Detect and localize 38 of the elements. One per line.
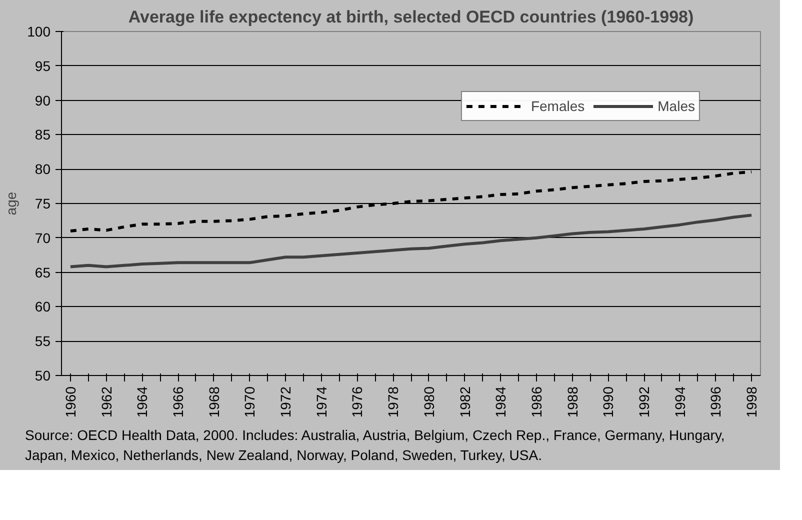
y-tick-label: 60: [34, 298, 51, 315]
x-tick-label: 1992: [636, 386, 652, 418]
y-tick-label: 65: [34, 264, 51, 280]
line-series: [68, 170, 754, 233]
y-tick-label: 90: [34, 92, 51, 108]
source-note: Source: OECD Health Data, 2000. Includes: Australia, Austria, Belgium, Czech Rep., France, Germany, Hungary, Japan, Mexico, Netherlands, New Zealand, Norway, Poland, Sweden, Turkey, USA.: [25, 426, 726, 465]
x-tick-label: 1990: [600, 386, 616, 418]
x-tick-label: 1998: [744, 386, 760, 418]
x-tick-label: 1980: [420, 386, 437, 418]
x-tick-label: 1986: [528, 386, 544, 418]
x-tick-label: 1962: [98, 386, 114, 418]
x-tick-label: 1988: [564, 386, 580, 418]
y-tick-label: 85: [34, 126, 51, 143]
y-tick-label: 55: [34, 333, 51, 350]
x-tick-label: 1974: [313, 386, 330, 418]
chart-title: Average life expectency at birth, selected OECD countries (1960-1998): [128, 8, 694, 26]
x-tick-label: 1978: [385, 386, 402, 418]
x-tick-label: 1964: [134, 386, 150, 418]
x-tick-label: 1982: [456, 386, 473, 418]
y-tick-label: 75: [34, 196, 51, 212]
x-tick-label: 1970: [242, 386, 258, 418]
y-tick-label: 95: [34, 58, 51, 74]
y-tick-label: 100: [27, 24, 51, 40]
legend-label: Males: [658, 98, 695, 114]
x-tick-label: 1960: [62, 386, 78, 418]
x-tick-label: 1976: [349, 386, 366, 418]
y-tick-label: 80: [34, 161, 51, 178]
x-tick-label: 1994: [672, 386, 688, 418]
y-tick-label: 70: [34, 230, 51, 246]
x-tick-label: 1966: [170, 386, 186, 418]
x-tick-label: 1972: [278, 386, 294, 418]
y-axis-title: age: [3, 192, 20, 216]
x-tick-label: 1984: [492, 386, 509, 418]
x-tick-label: 1968: [206, 386, 222, 418]
x-tick-label: 1996: [708, 386, 724, 418]
y-tick-label: 50: [34, 368, 51, 384]
line-series: [68, 214, 754, 268]
legend-label: Females: [530, 98, 585, 114]
